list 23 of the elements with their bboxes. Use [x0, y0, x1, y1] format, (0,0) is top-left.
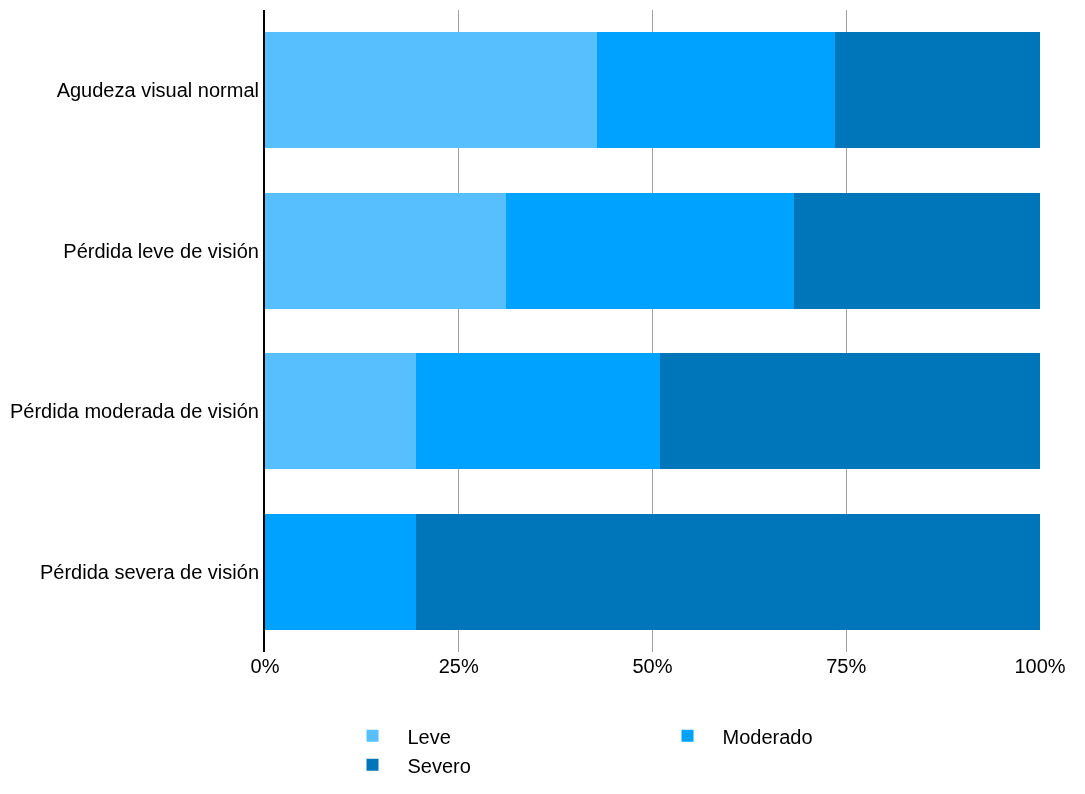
bar: [265, 353, 417, 470]
x-tick-label: 25%: [438, 655, 479, 677]
bar: [660, 353, 1040, 470]
bar: [596, 32, 836, 149]
legend-label: Leve: [407, 725, 451, 748]
bar: [265, 513, 417, 630]
bar: [794, 192, 1040, 309]
x-tick-label: 100%: [1014, 655, 1066, 677]
y-tick-label: Pérdida leve de visión: [63, 239, 259, 262]
bar: [506, 192, 795, 309]
x-tick-label: 75%: [826, 655, 867, 677]
x-tick-label: 0%: [250, 655, 280, 677]
x-tick-label: 50%: [632, 655, 673, 677]
y-tick-label: Agudeza visual normal: [56, 79, 259, 102]
bar: [416, 353, 661, 470]
bar: [265, 32, 597, 149]
bar: [416, 513, 1040, 630]
y-tick-label: Pérdida moderada de visión: [9, 400, 259, 423]
y-tick-label: Pérdida severa de visión: [39, 560, 259, 583]
bar: [265, 192, 507, 309]
legend-label: Moderado: [722, 725, 813, 748]
bar: [835, 32, 1040, 149]
legend-label: Severo: [407, 754, 471, 777]
